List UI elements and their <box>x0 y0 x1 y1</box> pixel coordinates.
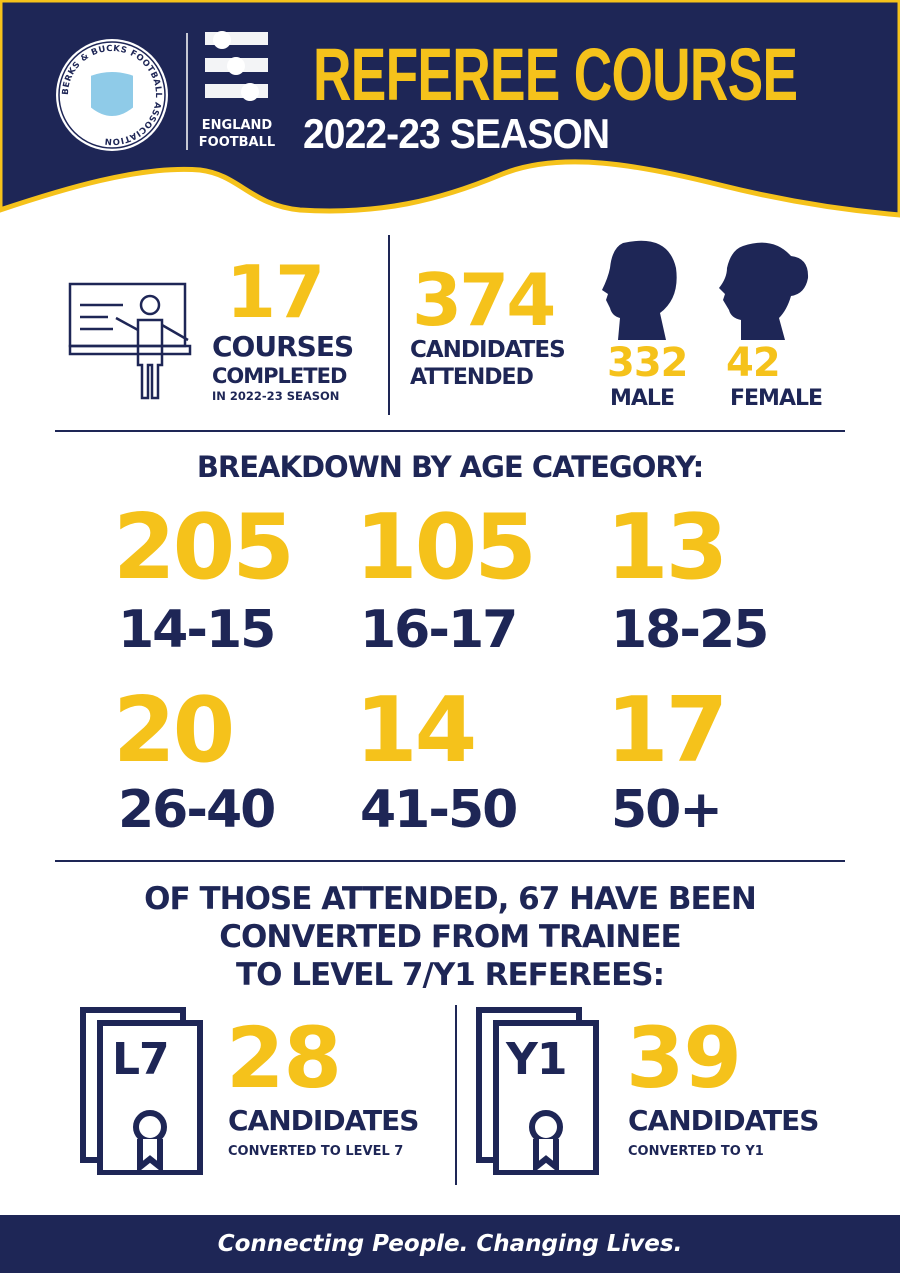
age-value: 205 <box>113 495 295 600</box>
conversion-text: OF THOSE ATTENDED, 67 HAVE BEEN CONVERTED… <box>144 881 757 993</box>
courses-label-3: IN 2022-23 SEASON <box>212 389 340 403</box>
berks-bucks-logo: BERKS & BUCKS FOOTBALL ASSOCIATION <box>56 39 168 151</box>
age-value: 14 <box>355 678 477 783</box>
converted-sublabel: CONVERTED TO LEVEL 7 <box>228 1144 404 1159</box>
page-title: REFEREE COURSE <box>313 33 798 116</box>
female-value: 42 <box>726 340 781 386</box>
candidates-label-2: ATTENDED <box>410 365 534 390</box>
divider <box>55 430 845 432</box>
age-value: 13 <box>606 495 728 600</box>
converted-value: 39 <box>626 1009 742 1107</box>
candidates-label: CANDIDATES <box>410 337 566 363</box>
header-background: BERKS & BUCKS FOOTBALL ASSOCIATION <box>0 0 900 218</box>
converted-value: 28 <box>226 1009 342 1107</box>
teacher-whiteboard-icon <box>68 282 192 400</box>
divider <box>55 860 845 862</box>
age-label: 18-25 <box>611 600 769 660</box>
age-label: 14-15 <box>118 600 276 660</box>
age-value: 20 <box>113 678 235 783</box>
age-value: 17 <box>606 678 728 783</box>
male-head-icon <box>602 240 677 340</box>
england-football-text: ENGLAND FOOTBALL <box>198 118 276 150</box>
male-label: MALE <box>610 386 675 411</box>
badge-label: Y1 <box>506 1034 567 1085</box>
divider <box>388 235 390 415</box>
age-value: 105 <box>355 495 537 600</box>
converted-label: CANDIDATES <box>628 1104 819 1137</box>
courses-value: 17 <box>226 250 325 334</box>
age-label: 50+ <box>611 780 723 840</box>
divider <box>455 1005 457 1185</box>
age-label: 16-17 <box>360 600 518 660</box>
female-head-icon <box>719 242 809 340</box>
male-value: 332 <box>607 340 688 386</box>
england-football-crest <box>205 31 268 101</box>
age-label: 26-40 <box>118 780 276 840</box>
female-label: FEMALE <box>730 386 823 411</box>
converted-sublabel: CONVERTED TO Y1 <box>628 1144 764 1159</box>
courses-label: COURSES <box>212 330 354 363</box>
converted-label: CANDIDATES <box>228 1104 419 1137</box>
age-label: 41-50 <box>360 780 518 840</box>
page-subtitle: 2022-23 SEASON <box>303 110 610 157</box>
courses-label-2: COMPLETED <box>212 364 347 388</box>
certificate-icon <box>80 1007 203 1175</box>
footer-tagline: Connecting People. Changing Lives. <box>217 1231 683 1257</box>
age-heading: BREAKDOWN BY AGE CATEGORY: <box>196 450 704 484</box>
badge-label: L7 <box>112 1034 170 1085</box>
candidates-value: 374 <box>412 258 556 342</box>
certificate-icon <box>476 1007 599 1175</box>
footer: Connecting People. Changing Lives. <box>0 1215 900 1273</box>
